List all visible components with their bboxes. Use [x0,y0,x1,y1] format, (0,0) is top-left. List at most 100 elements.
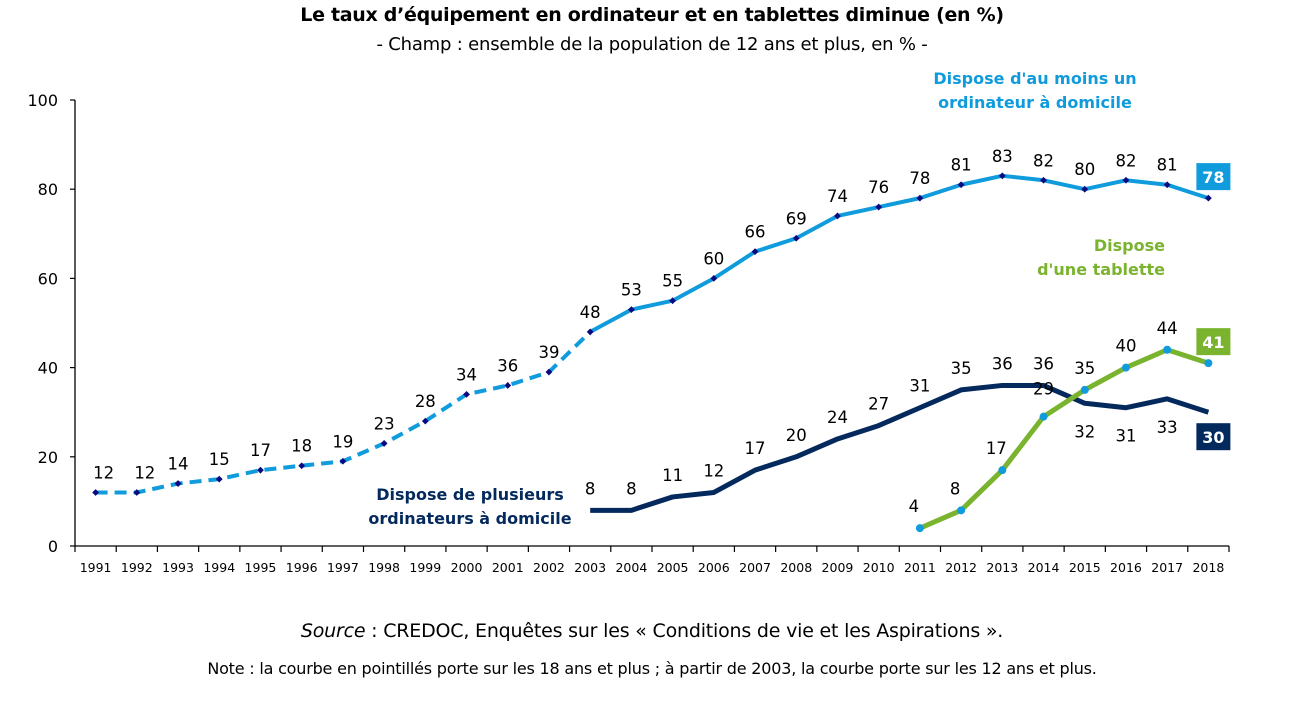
data-point-marker [998,172,1006,180]
end-value-label: 78 [1202,168,1224,187]
x-tick-label: 2009 [822,560,854,575]
x-tick-label: 1997 [327,560,359,575]
data-point-marker [792,234,800,242]
data-point-marker [1122,176,1130,184]
x-tick-label: 2015 [1069,560,1101,575]
data-label: 18 [291,437,312,456]
series-name-label: Dispose [1094,236,1165,255]
data-label: 19 [332,432,353,451]
data-label: 4 [909,497,920,516]
data-label: 39 [538,343,559,362]
x-tick-label: 1999 [409,560,441,575]
data-point-marker [133,489,141,496]
y-tick-label: 20 [38,448,58,467]
axes: 0 20 40 60 80 100 1991 1992 1993 1994 1995 1996 1997… [27,91,1230,575]
data-point-marker [504,382,512,389]
series-name-label: d'une tablette [1037,260,1165,279]
x-tick-label: 2013 [986,560,1018,575]
chart-subtitle: - Champ : ensemble de la population de 1… [376,34,928,55]
data-point-marker [257,466,264,474]
source-text: : CREDOC, Enquêtes sur les « Conditions … [365,620,1004,642]
data-point-marker [957,181,965,189]
x-tick-label: 1994 [203,560,235,575]
data-point-marker [298,462,306,470]
x-tick-label: 1995 [245,560,277,575]
x-tick-label: 2011 [904,560,936,575]
end-value-badge [1196,163,1231,191]
data-label: 34 [456,365,477,384]
data-label: 33 [1157,418,1178,437]
x-tick-label: 2000 [451,560,483,575]
y-tick-label: 0 [48,537,58,556]
data-label: 27 [868,395,889,414]
data-point-marker [669,297,677,305]
x-tick-label: 2017 [1151,560,1183,575]
data-point-marker [174,480,182,487]
data-point-marker [1080,385,1089,394]
series-name-label: ordinateurs à domicile [368,509,571,528]
series-lines [92,172,1213,533]
data-label: 12 [134,463,155,482]
data-label: 83 [992,147,1013,166]
series-name-label: Dispose d'au moins un [933,69,1136,88]
data-label: 81 [951,156,972,175]
data-point-marker [586,328,594,336]
data-point-marker [751,248,759,256]
source-label: Source [300,620,366,642]
data-label: 74 [827,187,848,206]
y-tick-label: 60 [38,269,58,288]
data-label: 20 [786,426,807,445]
x-tick-label: 1996 [286,560,318,575]
data-label: 17 [250,441,271,460]
data-point-marker [957,506,966,515]
data-label: 14 [168,455,189,474]
data-label: 12 [703,461,724,480]
x-tick-label: 2008 [780,560,812,575]
data-point-marker [1081,185,1089,193]
series-line [589,173,1210,334]
data-point-marker [875,203,883,211]
data-label: 48 [580,303,601,322]
x-tick-label: 1992 [121,560,153,575]
data-point-marker [463,390,470,398]
data-label: 23 [374,414,395,433]
end-value-label: 41 [1202,333,1224,352]
data-point-marker [1204,194,1212,202]
data-label: 55 [662,272,683,291]
data-point-marker [916,194,924,202]
chart-title: Le taux d’équipement en ordinateur et en… [300,4,1004,26]
x-tick-label: 2014 [1028,560,1060,575]
x-tick-label: 1991 [80,560,112,575]
x-tick-label: 2002 [533,560,565,575]
data-point-marker [710,275,718,282]
data-label: 66 [745,223,766,242]
data-label: 78 [909,169,930,188]
data-point-marker [380,440,388,447]
x-tick-label: 1998 [368,560,400,575]
data-label: 11 [662,466,683,485]
x-tick-label: 1993 [162,560,194,575]
data-label: 69 [786,209,807,228]
data-point-marker [1204,359,1213,368]
data-label: 35 [1074,359,1095,378]
y-tick-label: 100 [27,91,58,110]
data-point-marker [92,489,100,496]
y-tick-label: 40 [38,359,58,378]
data-label: 32 [1074,422,1095,441]
data-label: 35 [951,359,972,378]
data-point-marker [339,457,347,465]
x-tick-label: 2005 [657,560,689,575]
data-label: 29 [1033,380,1054,399]
data-label: 60 [703,249,724,268]
data-point-marker [1163,345,1172,354]
x-tick-label: 2003 [574,560,606,575]
data-point-marker [1163,181,1171,189]
data-label: 82 [1033,151,1054,170]
data-point-marker [1121,363,1130,372]
data-point-marker [421,417,429,425]
data-label: 31 [909,377,930,396]
series-name-label: ordinateur à domicile [938,93,1132,112]
data-point-marker [215,475,223,483]
data-label: 53 [621,281,642,300]
